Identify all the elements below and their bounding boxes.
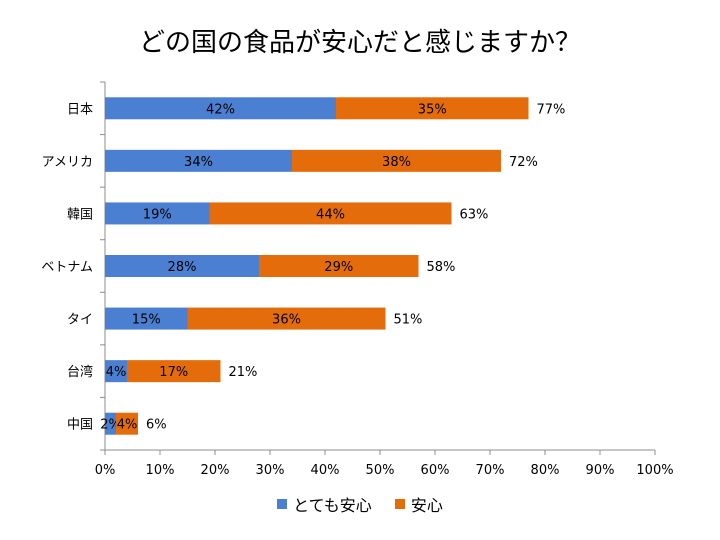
legend-item-very-safe: とても安心 (277, 492, 372, 516)
y-category-label: 日本 (67, 102, 93, 117)
y-category-label: ベトナム (41, 260, 93, 275)
legend: とても安心 安心 (0, 492, 720, 516)
bar-value-label: 29% (324, 260, 353, 275)
bar-segment-very-safe (105, 307, 188, 330)
bar-segment-safe (209, 202, 452, 225)
x-tick-label: 70% (476, 463, 505, 478)
x-tick-label: 30% (256, 463, 285, 478)
bar-segment-very-safe (105, 97, 336, 120)
bar-total-label: 21% (229, 365, 258, 380)
bar-value-label: 17% (159, 365, 188, 380)
bar-value-label: 19% (143, 207, 172, 222)
y-category-label: アメリカ (42, 155, 93, 170)
legend-label-very-safe: とても安心 (293, 496, 372, 515)
x-tick-label: 80% (531, 463, 560, 478)
bar-total-label: 63% (460, 207, 489, 222)
x-tick-label: 40% (311, 463, 340, 478)
bar-value-label: 38% (382, 155, 411, 170)
bar-value-label: 4% (106, 365, 127, 380)
bar-total-label: 51% (394, 313, 423, 328)
chart-title: どの国の食品が安心だと感じますか？ (138, 28, 581, 58)
bar-segment-very-safe (105, 255, 259, 277)
x-tick-label: 60% (421, 463, 450, 478)
y-category-label: 台湾 (67, 364, 93, 380)
bar-value-label: 15% (132, 313, 161, 328)
bar-segment-safe (116, 412, 138, 435)
legend-swatch-very-safe (277, 499, 288, 509)
bar-segment-safe (259, 255, 419, 277)
y-category-label: タイ (67, 313, 93, 328)
legend-swatch-safe (394, 499, 405, 509)
bar-value-label: 42% (206, 102, 235, 117)
bar-total-label: 58% (427, 260, 456, 275)
bar-segment-very-safe (105, 202, 210, 225)
bar-segment-safe (336, 97, 529, 120)
bar-value-label: 35% (418, 102, 447, 117)
bar-total-label: 6% (146, 418, 167, 433)
y-category-label: 中国 (67, 418, 93, 433)
x-tick-label: 20% (201, 463, 230, 478)
x-tick-label: 100% (636, 463, 673, 478)
bar-value-label: 44% (316, 207, 345, 222)
bar-total-label: 77% (537, 102, 566, 117)
bar-segment-safe (292, 149, 501, 172)
bar-value-label: 2% (100, 418, 121, 433)
bar-segment-safe (187, 307, 386, 330)
bar-value-label: 4% (117, 418, 138, 433)
bar-value-label: 36% (272, 313, 301, 328)
x-tick-label: 10% (146, 463, 175, 478)
y-category-label: 韓国 (67, 207, 93, 222)
x-tick-label: 50% (366, 463, 395, 478)
x-tick-label: 0% (95, 463, 116, 478)
legend-label-safe: 安心 (410, 496, 443, 515)
legend-item-safe: 安心 (394, 492, 443, 516)
bar-total-label: 72% (509, 155, 538, 170)
bar-segment-very-safe (105, 149, 292, 172)
bar-value-label: 28% (168, 260, 197, 275)
bar-segment-safe (127, 360, 221, 383)
bar-segment-very-safe (105, 412, 116, 435)
bar-segment-very-safe (105, 360, 127, 383)
x-tick-label: 90% (586, 463, 615, 478)
bar-value-label: 34% (184, 155, 213, 170)
